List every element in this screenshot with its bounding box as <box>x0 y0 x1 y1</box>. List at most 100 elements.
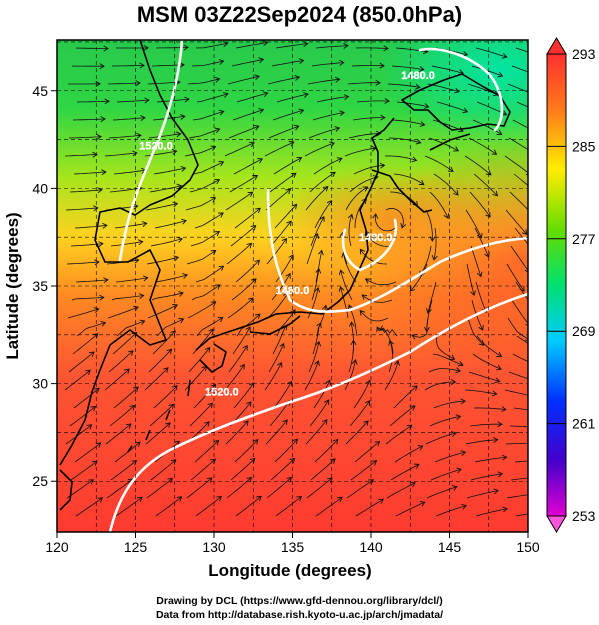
streamline-arrowhead <box>532 394 537 399</box>
streamline-arrowhead <box>449 354 456 360</box>
streamline <box>314 439 339 463</box>
streamline-arrowhead <box>400 222 407 229</box>
streamline-arrowhead <box>343 94 350 100</box>
streamline <box>429 416 461 427</box>
streamline-arrowhead <box>86 424 93 430</box>
streamline-arrowhead <box>92 333 99 339</box>
streamline-arrowhead <box>315 267 322 274</box>
streamline-arrowhead <box>491 390 498 397</box>
streamline <box>184 146 216 157</box>
streamline-arrowhead <box>332 438 339 445</box>
streamline-arrowhead <box>136 132 142 139</box>
streamline-arrowhead <box>326 200 333 206</box>
streamline <box>104 368 130 391</box>
streamline <box>233 382 255 409</box>
streamline-arrowhead <box>494 377 501 384</box>
streamline <box>351 65 385 67</box>
streamline-arrowhead <box>245 326 251 333</box>
streamline <box>361 294 393 303</box>
streamline-arrowhead <box>431 254 438 261</box>
streamline <box>428 368 461 373</box>
streamline <box>516 335 528 344</box>
colorbar-gradient <box>546 53 567 517</box>
streamline-arrowhead <box>249 141 255 148</box>
streamline <box>109 187 142 193</box>
streamline <box>272 109 304 121</box>
streamline <box>433 227 437 260</box>
geopotential-contours <box>108 40 528 532</box>
streamline <box>436 101 468 113</box>
streamline-arrowhead <box>100 320 107 327</box>
streamline-arrowhead <box>501 454 508 461</box>
streamline <box>430 468 462 481</box>
streamline <box>274 438 298 463</box>
credit-data: Data from http://database.rish.kyoto-u.a… <box>155 609 444 621</box>
streamline-arrowhead <box>485 169 492 176</box>
streamline-arrowhead <box>281 237 288 244</box>
streamline <box>315 497 343 517</box>
streamline <box>427 281 437 314</box>
x-axis-ticks: 120 125 130 135 140 145 150 <box>45 532 540 555</box>
streamline <box>395 47 428 53</box>
streamline <box>195 265 224 283</box>
streamline <box>270 458 295 481</box>
streamline <box>236 92 268 103</box>
streamline <box>312 112 345 121</box>
streamline-arrowhead <box>409 405 416 411</box>
streamline-arrowhead <box>476 271 483 278</box>
streamline-arrowhead <box>372 213 379 219</box>
streamline <box>315 250 323 283</box>
map-title: MSM 03Z22Sep2024 (850.0hPa) <box>136 2 463 27</box>
streamline <box>149 185 182 193</box>
streamline <box>190 231 220 247</box>
streamline <box>511 65 528 73</box>
y-tick-label: 35 <box>32 278 48 294</box>
streamline-arrowhead <box>142 275 149 282</box>
streamline-arrowhead <box>496 129 503 135</box>
streamline <box>225 191 253 211</box>
streamline <box>227 297 254 319</box>
streamline-arrowhead <box>291 203 298 210</box>
streamline <box>411 317 429 338</box>
streamline-arrowhead <box>296 495 303 502</box>
streamline-arrowhead <box>218 59 225 65</box>
streamline-arrowhead <box>378 498 385 504</box>
streamline-arrowhead <box>379 62 385 69</box>
streamline-arrowhead <box>364 400 371 406</box>
streamline-arrowhead <box>534 441 538 446</box>
streamline <box>355 498 384 517</box>
streamline-arrowhead <box>419 501 426 507</box>
streamline-arrowhead <box>455 414 462 421</box>
streamline <box>144 150 177 157</box>
colorbar-label: 285 <box>572 138 596 154</box>
streamline-arrowhead <box>415 138 422 145</box>
streamline-arrowhead <box>501 406 507 413</box>
streamline-arrowhead <box>173 255 180 262</box>
streamline <box>424 155 454 172</box>
streamline <box>504 389 528 396</box>
streamline-arrowhead <box>124 368 130 375</box>
streamline <box>467 317 484 346</box>
streamline <box>76 100 110 103</box>
streamline <box>436 335 455 360</box>
streamline <box>110 460 137 481</box>
streamline <box>510 245 528 272</box>
streamline <box>108 134 141 139</box>
y-tick-label: 40 <box>32 180 48 196</box>
streamline <box>394 445 423 463</box>
streamline <box>306 233 319 265</box>
streamline-arrowhead <box>93 307 100 313</box>
streamline <box>474 227 490 258</box>
streamline <box>512 119 528 129</box>
streamline-arrowhead <box>178 318 185 324</box>
streamline-arrowhead <box>90 405 97 412</box>
streamline-arrowhead <box>184 96 190 103</box>
streamline <box>472 353 502 370</box>
streamline-arrowhead <box>323 399 330 406</box>
streamline-arrowhead <box>338 269 345 276</box>
streamline-arrowhead <box>294 74 301 81</box>
streamline <box>188 128 220 139</box>
streamline <box>195 42 228 49</box>
streamline-arrowhead <box>285 188 292 195</box>
streamline-arrowhead <box>492 436 499 443</box>
